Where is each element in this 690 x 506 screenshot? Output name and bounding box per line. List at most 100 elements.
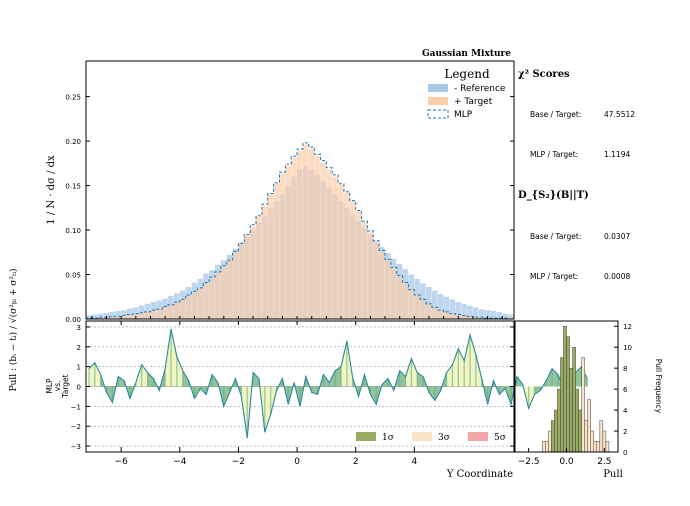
pull-value-bar bbox=[451, 364, 454, 387]
chi2-row-base-value: 47.5512 bbox=[604, 110, 635, 119]
pull-fill-segment bbox=[446, 364, 453, 387]
target-bar bbox=[402, 283, 409, 319]
freq-ytick-label: 2 bbox=[623, 428, 627, 436]
target-bar bbox=[144, 311, 151, 319]
pull-value-bar bbox=[264, 386, 266, 433]
target-bar bbox=[467, 316, 473, 319]
pull-value-bar bbox=[111, 386, 113, 403]
pull-value-bar bbox=[152, 378, 155, 387]
legend-label-target: + Target bbox=[454, 97, 493, 107]
target-bar bbox=[162, 307, 168, 319]
target-bar bbox=[343, 192, 350, 319]
pull-value-bar bbox=[223, 386, 225, 407]
target-bar bbox=[332, 176, 338, 319]
pull-frequency-bar bbox=[596, 441, 601, 453]
reference-bar bbox=[449, 299, 456, 319]
pull-xtick-label: −2 bbox=[232, 457, 245, 467]
pull-ytick-label: −3 bbox=[71, 443, 81, 451]
pull-frequency-bar bbox=[569, 367, 573, 453]
main-ylabel: 1 / N · dσ / dx bbox=[46, 155, 57, 225]
target-bar bbox=[297, 150, 303, 319]
reference-bar bbox=[109, 311, 116, 319]
target-bar bbox=[478, 317, 485, 319]
pull-frequency-bar bbox=[551, 420, 555, 453]
pull-fill-segment bbox=[88, 362, 95, 387]
pull-fill-segment bbox=[534, 386, 541, 395]
target-bar bbox=[414, 294, 420, 319]
pull-outer-ylabel: Pull : (bᵢ − tᵢ) / √(σ²ᵦᵢ + σ²ₜᵢ) bbox=[8, 268, 19, 391]
pull-fill-segment bbox=[223, 386, 230, 407]
freq-xtick-label: 0.0 bbox=[559, 457, 574, 467]
main-histogram-bars bbox=[86, 144, 514, 319]
legend-1sigma-label: 1σ bbox=[382, 433, 394, 443]
pull-value-bar bbox=[211, 374, 213, 387]
pull-fill-segment bbox=[323, 374, 330, 387]
main-frame bbox=[85, 60, 515, 320]
freq-xtick-label: −2.5 bbox=[518, 457, 540, 467]
freq-ytick-label: 8 bbox=[623, 365, 627, 373]
pull-value-bar bbox=[375, 386, 377, 405]
main-ytick-label: 0.20 bbox=[65, 138, 81, 146]
target-bar bbox=[179, 299, 186, 319]
pull-value-bar bbox=[170, 328, 172, 387]
target-bar bbox=[168, 304, 174, 319]
pull-value-bar bbox=[270, 386, 272, 415]
reference-bar bbox=[484, 310, 491, 319]
target-bar bbox=[355, 211, 362, 319]
reference-bar bbox=[103, 312, 110, 319]
legend-3sigma-label: 3σ bbox=[438, 433, 450, 443]
legend-label-reference: - Reference bbox=[454, 84, 506, 94]
svg-text:vs.: vs. bbox=[53, 381, 62, 392]
pull-panel: −3 −2 −1 0 1 2 3 −6 −4 −2 0 2 4 Y Coordinate MLP vs… bbox=[8, 268, 588, 480]
pull-fill-segment bbox=[464, 334, 471, 387]
chi2-row-mlp-label: MLP / Target: bbox=[530, 150, 578, 159]
pull-value-bar bbox=[440, 386, 442, 391]
pull-ytick-label: −2 bbox=[71, 423, 81, 431]
pull-value-bar bbox=[188, 380, 190, 387]
target-bar bbox=[420, 300, 426, 319]
target-bar bbox=[314, 156, 321, 319]
pull-fill-segment bbox=[405, 358, 412, 387]
pull-value-bar bbox=[129, 386, 131, 399]
main-ytick-label: 0.25 bbox=[65, 94, 81, 102]
pull-value-bar bbox=[557, 374, 559, 387]
main-panel: 0.00 0.05 0.10 0.15 0.20 0.25 Gaussian Mixtur… bbox=[46, 49, 515, 324]
pull-value-bar bbox=[492, 380, 495, 387]
reference-bar bbox=[426, 286, 432, 319]
target-bar bbox=[150, 310, 157, 319]
pull-fill-segment bbox=[528, 386, 535, 409]
pull-fill-segment bbox=[106, 386, 113, 403]
target-bar bbox=[373, 241, 379, 319]
pull-value-bar bbox=[334, 370, 336, 387]
pull-ytick-label: 1 bbox=[77, 364, 81, 372]
pull-value-bar bbox=[481, 378, 483, 387]
target-bar bbox=[320, 162, 327, 319]
freq-ytick-label: 10 bbox=[623, 344, 632, 352]
mlp-step-line bbox=[85, 142, 514, 320]
target-bar bbox=[437, 310, 444, 319]
pull-frequency-bar bbox=[575, 388, 579, 453]
target-bar bbox=[226, 259, 233, 319]
pull-fill-segment bbox=[141, 364, 148, 387]
target-bar bbox=[326, 169, 332, 319]
reference-bar bbox=[86, 315, 92, 319]
pull-value-bar bbox=[528, 386, 530, 409]
pull-value-bar bbox=[275, 386, 278, 391]
pull-fill-segment bbox=[546, 368, 553, 387]
pull-fill-segment bbox=[452, 348, 459, 387]
target-bar bbox=[408, 289, 415, 319]
pull-fill-segment bbox=[470, 334, 476, 387]
pull-value-bar bbox=[299, 386, 301, 407]
target-bar bbox=[220, 266, 227, 319]
freq-ylabel: Pull Frequency bbox=[654, 359, 663, 414]
pull-xlabel: Y Coordinate bbox=[446, 469, 513, 480]
pull-value-bar bbox=[146, 372, 149, 387]
pull-fill-segment bbox=[94, 362, 101, 387]
main-legend: Legend - Reference + Target MLP bbox=[427, 67, 506, 120]
div-row-base-value: 0.0307 bbox=[604, 232, 630, 241]
pull-value-bar bbox=[281, 378, 284, 387]
pull-value-bar bbox=[199, 386, 201, 389]
freq-ytick-label: 4 bbox=[623, 407, 628, 415]
target-bar bbox=[385, 260, 391, 319]
pull-value-bar bbox=[316, 386, 319, 395]
